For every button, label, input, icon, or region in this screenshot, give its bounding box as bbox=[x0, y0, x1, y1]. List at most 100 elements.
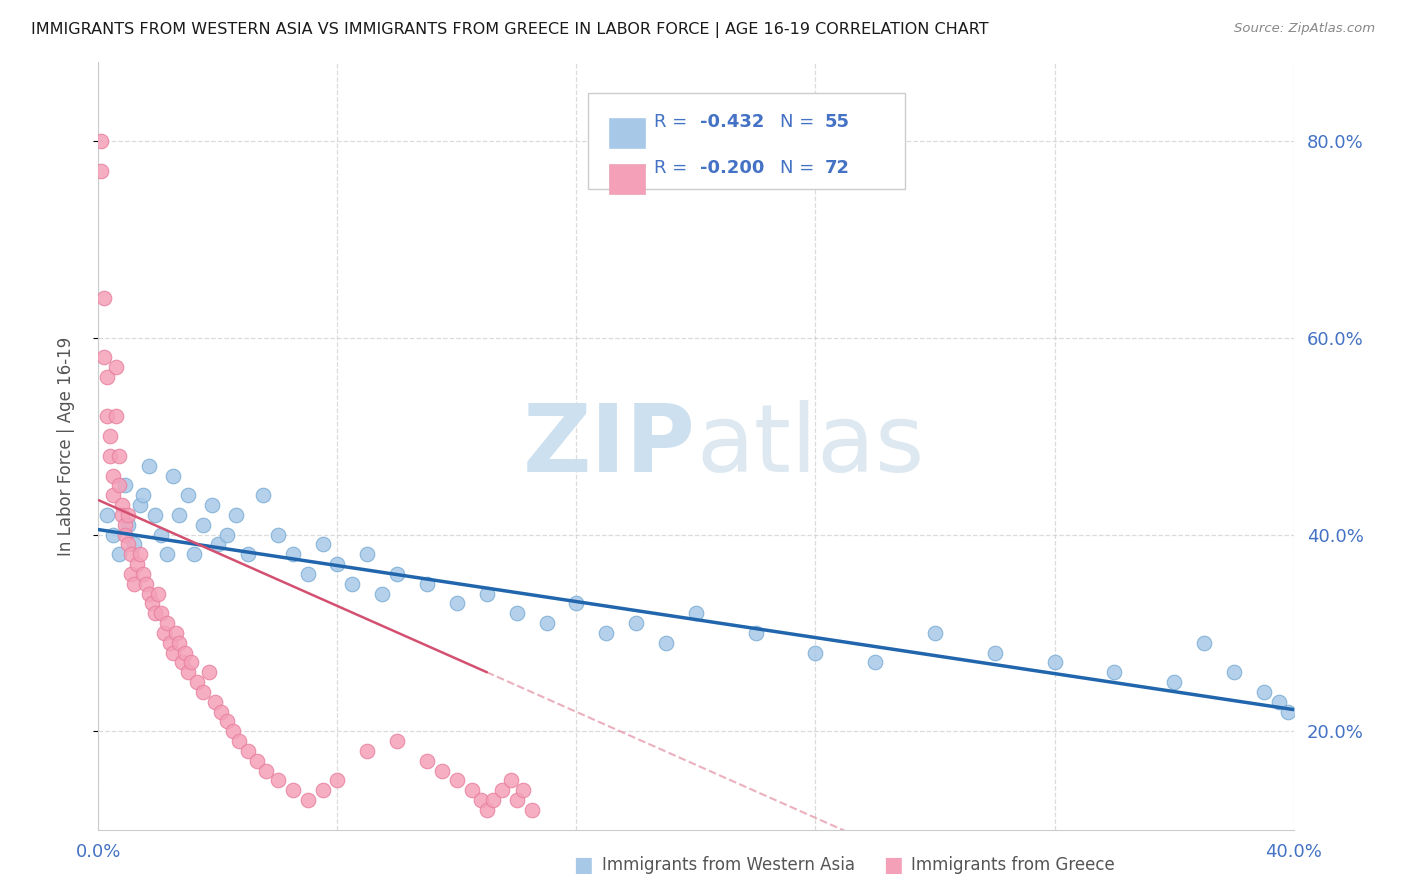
Point bbox=[254, 764, 277, 778]
Point bbox=[138, 458, 160, 473]
Point bbox=[177, 488, 200, 502]
Point bbox=[595, 625, 617, 640]
Point bbox=[159, 636, 181, 650]
Point bbox=[209, 705, 232, 719]
Point bbox=[297, 566, 319, 581]
Point bbox=[281, 783, 304, 797]
Point bbox=[114, 517, 136, 532]
Text: -0.432: -0.432 bbox=[700, 113, 763, 131]
Text: -0.200: -0.200 bbox=[700, 160, 763, 178]
Point bbox=[201, 498, 224, 512]
Point bbox=[385, 734, 409, 748]
Point bbox=[984, 646, 1007, 660]
Point bbox=[512, 783, 534, 797]
Point bbox=[191, 685, 214, 699]
FancyBboxPatch shape bbox=[589, 93, 905, 189]
Point bbox=[180, 656, 202, 670]
Text: R =: R = bbox=[654, 113, 693, 131]
Point bbox=[416, 576, 439, 591]
Point bbox=[143, 606, 166, 620]
Text: ZIP: ZIP bbox=[523, 400, 696, 492]
Point bbox=[1277, 705, 1299, 719]
Text: 55: 55 bbox=[825, 113, 851, 131]
Point bbox=[520, 803, 543, 817]
Point bbox=[1043, 656, 1066, 670]
Point bbox=[150, 606, 173, 620]
Point bbox=[96, 409, 118, 424]
Point bbox=[93, 292, 115, 306]
Point bbox=[90, 163, 112, 178]
Point bbox=[105, 409, 128, 424]
Point bbox=[111, 508, 134, 522]
Text: ■: ■ bbox=[883, 855, 903, 875]
Point bbox=[281, 547, 304, 561]
Point bbox=[326, 557, 349, 571]
Point bbox=[685, 606, 707, 620]
Text: atlas: atlas bbox=[696, 400, 924, 492]
Point bbox=[114, 478, 136, 492]
Point bbox=[117, 537, 139, 551]
Point bbox=[198, 665, 221, 680]
Text: R =: R = bbox=[654, 160, 693, 178]
Point bbox=[252, 488, 274, 502]
Text: 72: 72 bbox=[825, 160, 851, 178]
Point bbox=[148, 586, 170, 600]
Point bbox=[1192, 636, 1215, 650]
Point bbox=[267, 527, 290, 541]
Point bbox=[228, 734, 250, 748]
Point bbox=[536, 615, 558, 630]
Point bbox=[120, 566, 142, 581]
Y-axis label: In Labor Force | Age 16-19: In Labor Force | Age 16-19 bbox=[56, 336, 75, 556]
Point bbox=[135, 576, 157, 591]
Point bbox=[475, 586, 498, 600]
Point bbox=[430, 764, 453, 778]
Point bbox=[491, 783, 513, 797]
Text: N =: N = bbox=[779, 113, 820, 131]
Point bbox=[311, 783, 333, 797]
Point bbox=[461, 783, 484, 797]
Point bbox=[499, 773, 522, 788]
Point bbox=[236, 547, 259, 561]
Point bbox=[207, 537, 229, 551]
Point bbox=[191, 517, 214, 532]
Point bbox=[506, 606, 529, 620]
Point bbox=[114, 527, 136, 541]
Point bbox=[326, 773, 349, 788]
Point bbox=[117, 517, 139, 532]
Point bbox=[416, 754, 439, 768]
Point bbox=[385, 566, 409, 581]
Point bbox=[143, 508, 166, 522]
Point bbox=[156, 615, 179, 630]
Point bbox=[225, 508, 247, 522]
Point bbox=[120, 547, 142, 561]
Bar bbox=[609, 119, 644, 147]
Point bbox=[167, 508, 190, 522]
Point bbox=[446, 596, 468, 610]
Point bbox=[186, 675, 208, 690]
Text: N =: N = bbox=[779, 160, 820, 178]
Point bbox=[129, 498, 152, 512]
Point bbox=[506, 793, 529, 807]
Point bbox=[98, 449, 122, 463]
Point bbox=[141, 596, 163, 610]
Point bbox=[162, 468, 184, 483]
Text: Source: ZipAtlas.com: Source: ZipAtlas.com bbox=[1234, 22, 1375, 36]
Point bbox=[153, 625, 176, 640]
Point bbox=[124, 537, 146, 551]
Point bbox=[804, 646, 827, 660]
Point bbox=[156, 547, 179, 561]
Point bbox=[129, 547, 152, 561]
Point bbox=[745, 625, 768, 640]
Point bbox=[124, 576, 146, 591]
Point bbox=[127, 557, 149, 571]
Point bbox=[204, 695, 226, 709]
Point bbox=[98, 429, 122, 443]
Text: IMMIGRANTS FROM WESTERN ASIA VS IMMIGRANTS FROM GREECE IN LABOR FORCE | AGE 16-1: IMMIGRANTS FROM WESTERN ASIA VS IMMIGRAN… bbox=[31, 22, 988, 38]
Text: Immigrants from Greece: Immigrants from Greece bbox=[911, 856, 1115, 874]
Point bbox=[865, 656, 887, 670]
Point bbox=[356, 547, 378, 561]
Point bbox=[132, 488, 155, 502]
Point bbox=[138, 586, 160, 600]
Point bbox=[1163, 675, 1185, 690]
Point bbox=[342, 576, 364, 591]
